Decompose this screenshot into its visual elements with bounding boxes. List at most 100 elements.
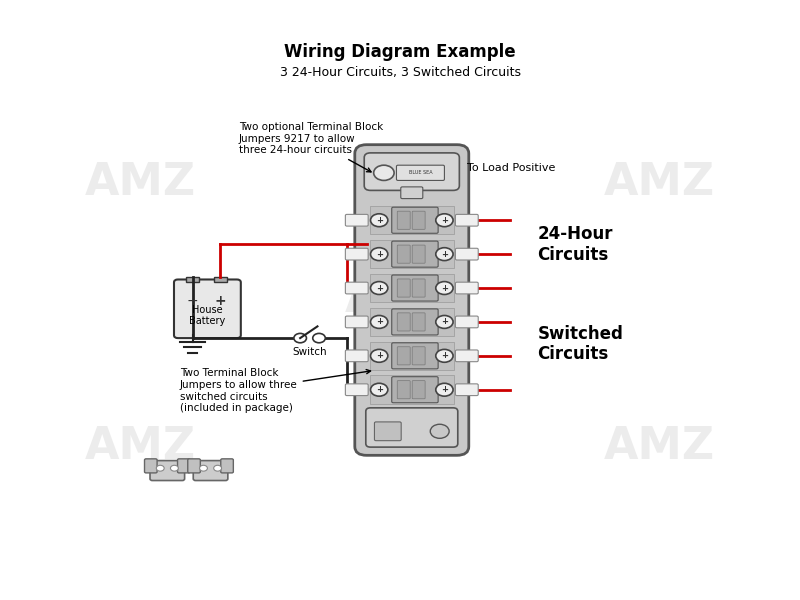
FancyBboxPatch shape bbox=[188, 459, 200, 473]
Text: +: + bbox=[376, 250, 382, 259]
Bar bbox=[370, 240, 454, 268]
Bar bbox=[370, 274, 454, 302]
Text: Battery: Battery bbox=[190, 316, 226, 326]
FancyBboxPatch shape bbox=[346, 350, 368, 362]
Text: 24-Hour
Circuits: 24-Hour Circuits bbox=[538, 225, 613, 264]
Circle shape bbox=[436, 383, 453, 396]
FancyBboxPatch shape bbox=[392, 343, 438, 369]
Text: +: + bbox=[441, 317, 448, 326]
Text: Switch: Switch bbox=[292, 347, 327, 356]
Circle shape bbox=[436, 214, 453, 227]
Circle shape bbox=[436, 248, 453, 260]
Circle shape bbox=[170, 465, 178, 471]
FancyBboxPatch shape bbox=[346, 248, 368, 260]
FancyBboxPatch shape bbox=[398, 279, 410, 297]
FancyBboxPatch shape bbox=[455, 350, 478, 362]
Circle shape bbox=[156, 465, 164, 471]
Circle shape bbox=[313, 334, 326, 343]
Text: Wiring Diagram Example: Wiring Diagram Example bbox=[284, 43, 516, 61]
Circle shape bbox=[294, 334, 306, 343]
Text: +: + bbox=[441, 352, 448, 361]
Text: Switched
Circuits: Switched Circuits bbox=[538, 325, 623, 364]
Text: AMZ: AMZ bbox=[85, 161, 196, 204]
Text: To Load Positive: To Load Positive bbox=[467, 163, 555, 173]
Text: Two Terminal Block
Jumpers to allow three
switched circuits
(included in package: Two Terminal Block Jumpers to allow thre… bbox=[180, 368, 370, 413]
FancyBboxPatch shape bbox=[178, 459, 190, 473]
Circle shape bbox=[370, 316, 388, 328]
Text: +: + bbox=[441, 250, 448, 259]
FancyBboxPatch shape bbox=[221, 459, 234, 473]
Text: +: + bbox=[441, 216, 448, 225]
Circle shape bbox=[199, 465, 207, 471]
Bar bbox=[186, 277, 199, 283]
FancyBboxPatch shape bbox=[412, 380, 425, 399]
FancyBboxPatch shape bbox=[346, 384, 368, 395]
FancyBboxPatch shape bbox=[455, 214, 478, 226]
FancyBboxPatch shape bbox=[412, 347, 425, 365]
FancyBboxPatch shape bbox=[346, 316, 368, 328]
FancyBboxPatch shape bbox=[455, 384, 478, 395]
FancyBboxPatch shape bbox=[346, 282, 368, 294]
Text: +: + bbox=[214, 294, 226, 308]
FancyBboxPatch shape bbox=[392, 377, 438, 403]
Text: AMZ: AMZ bbox=[604, 425, 715, 468]
Circle shape bbox=[374, 165, 394, 181]
FancyBboxPatch shape bbox=[374, 422, 401, 440]
Circle shape bbox=[370, 248, 388, 260]
Text: 3 24-Hour Circuits, 3 Switched Circuits: 3 24-Hour Circuits, 3 Switched Circuits bbox=[279, 66, 521, 79]
FancyBboxPatch shape bbox=[398, 347, 410, 365]
FancyBboxPatch shape bbox=[174, 280, 241, 338]
Bar bbox=[370, 206, 454, 235]
FancyBboxPatch shape bbox=[398, 380, 410, 399]
Text: House: House bbox=[192, 305, 222, 315]
Text: +: + bbox=[441, 385, 448, 394]
Circle shape bbox=[370, 383, 388, 396]
FancyBboxPatch shape bbox=[150, 461, 185, 481]
FancyBboxPatch shape bbox=[392, 275, 438, 301]
FancyBboxPatch shape bbox=[392, 207, 438, 233]
Text: AMZ: AMZ bbox=[345, 278, 455, 322]
Circle shape bbox=[436, 316, 453, 328]
Bar bbox=[214, 277, 226, 283]
Text: BLUE SEA: BLUE SEA bbox=[409, 170, 432, 175]
FancyBboxPatch shape bbox=[455, 282, 478, 294]
FancyBboxPatch shape bbox=[392, 309, 438, 335]
Circle shape bbox=[436, 349, 453, 362]
FancyBboxPatch shape bbox=[397, 165, 445, 181]
FancyBboxPatch shape bbox=[401, 187, 422, 199]
FancyBboxPatch shape bbox=[412, 279, 425, 297]
FancyBboxPatch shape bbox=[398, 313, 410, 331]
Bar bbox=[370, 376, 454, 404]
Bar bbox=[370, 308, 454, 336]
Circle shape bbox=[370, 281, 388, 295]
FancyBboxPatch shape bbox=[455, 316, 478, 328]
FancyBboxPatch shape bbox=[412, 211, 425, 229]
Text: +: + bbox=[376, 216, 382, 225]
FancyBboxPatch shape bbox=[412, 313, 425, 331]
Text: AMZ: AMZ bbox=[604, 161, 715, 204]
Text: −: − bbox=[187, 294, 198, 308]
Circle shape bbox=[430, 424, 449, 439]
FancyBboxPatch shape bbox=[145, 459, 157, 473]
Text: +: + bbox=[376, 385, 382, 394]
FancyBboxPatch shape bbox=[366, 408, 458, 447]
Text: Two optional Terminal Block
Jumpers 9217 to allow
three 24-hour circuits: Two optional Terminal Block Jumpers 9217… bbox=[239, 122, 383, 172]
Text: +: + bbox=[376, 352, 382, 361]
FancyBboxPatch shape bbox=[412, 245, 425, 263]
Circle shape bbox=[370, 349, 388, 362]
FancyBboxPatch shape bbox=[398, 245, 410, 263]
FancyBboxPatch shape bbox=[364, 153, 459, 190]
FancyBboxPatch shape bbox=[455, 248, 478, 260]
FancyBboxPatch shape bbox=[398, 211, 410, 229]
FancyBboxPatch shape bbox=[392, 241, 438, 267]
Text: +: + bbox=[376, 284, 382, 293]
Text: +: + bbox=[441, 284, 448, 293]
Circle shape bbox=[436, 281, 453, 295]
Circle shape bbox=[214, 465, 222, 471]
Circle shape bbox=[370, 214, 388, 227]
Text: AMZ: AMZ bbox=[85, 425, 196, 468]
FancyBboxPatch shape bbox=[194, 461, 228, 481]
Text: +: + bbox=[376, 317, 382, 326]
Bar bbox=[370, 341, 454, 370]
FancyBboxPatch shape bbox=[346, 214, 368, 226]
